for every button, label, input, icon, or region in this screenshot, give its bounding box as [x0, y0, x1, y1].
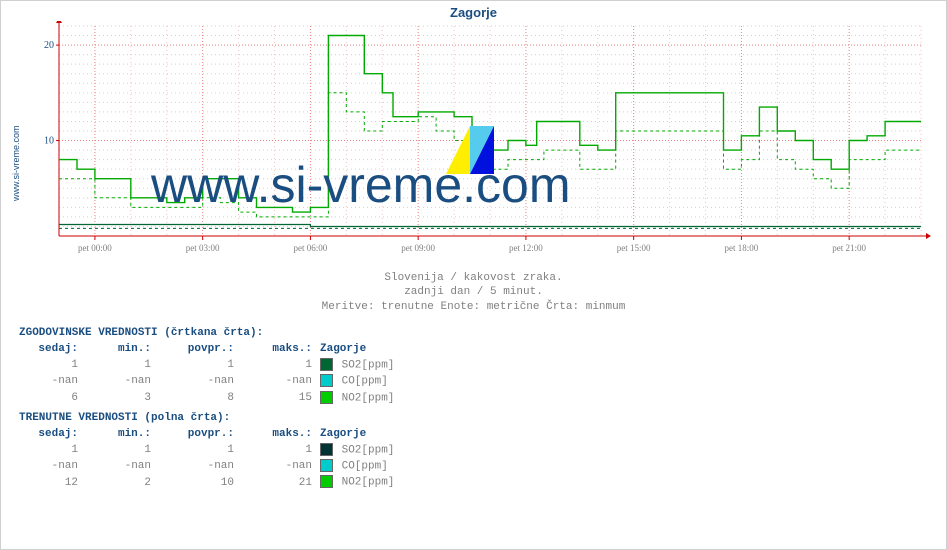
legend-header-row: sedaj: min.: povpr.: maks.: Zagorje — [19, 342, 434, 358]
caption-line3: Meritve: trenutne Enote: metrične Črta: … — [1, 300, 946, 314]
svg-text:pet 21:00: pet 21:00 — [832, 243, 866, 253]
legend-cell: -nan — [82, 374, 155, 390]
svg-text:pet 09:00: pet 09:00 — [401, 243, 435, 253]
col-min: min.: — [82, 342, 155, 358]
legend-cell: 12 — [19, 475, 82, 491]
col-povpr: povpr.: — [155, 427, 238, 443]
chart-title: Zagorje — [1, 5, 946, 20]
legend-row: 1111 SO2[ppm] — [19, 443, 434, 459]
legend-row: -nan-nan-nan-nan CO[ppm] — [19, 459, 434, 475]
legend-cell: -nan — [155, 374, 238, 390]
legend-cell: -nan — [155, 459, 238, 475]
legend-cell: -nan — [82, 459, 155, 475]
legend-cell: 6 — [19, 391, 82, 407]
legend-swatch — [320, 391, 333, 404]
legend-cell: 10 — [155, 475, 238, 491]
legend-cell: 1 — [19, 358, 82, 374]
col-sedaj: sedaj: — [19, 342, 82, 358]
col-name: Zagorje — [316, 342, 434, 358]
legend-cell: -nan — [19, 459, 82, 475]
legend-cell: 8 — [155, 391, 238, 407]
legend-swatch — [320, 374, 333, 387]
chart-container: www.si-vreme.com Zagorje 10 20 pet 00:00 pe… — [0, 0, 947, 550]
legend-row: 1221021 NO2[ppm] — [19, 475, 434, 491]
svg-text:pet 18:00: pet 18:00 — [725, 243, 759, 253]
legend-cell: -nan — [19, 374, 82, 390]
side-label: www.si-vreme.com — [11, 125, 21, 201]
legend-row: -nan-nan-nan-nan CO[ppm] — [19, 374, 434, 390]
legend-name-cell: NO2[ppm] — [316, 391, 434, 407]
legend-cell: 1 — [19, 443, 82, 459]
svg-text:pet 03:00: pet 03:00 — [186, 243, 220, 253]
legend-cell: 1 — [155, 358, 238, 374]
legend-name-cell: CO[ppm] — [316, 374, 434, 390]
col-sedaj: sedaj: — [19, 427, 82, 443]
legend-cell: 15 — [238, 391, 316, 407]
svg-text:pet 06:00: pet 06:00 — [294, 243, 328, 253]
legend-cell: 2 — [82, 475, 155, 491]
svg-text:pet 00:00: pet 00:00 — [78, 243, 112, 253]
legend-name-cell: CO[ppm] — [316, 459, 434, 475]
col-maks: maks.: — [238, 342, 316, 358]
legend-name-cell: SO2[ppm] — [316, 358, 434, 374]
legend-name-cell: SO2[ppm] — [316, 443, 434, 459]
col-maks: maks.: — [238, 427, 316, 443]
chart-caption: Slovenija / kakovost zraka. zadnji dan /… — [1, 271, 946, 314]
legend-block: ZGODOVINSKE VREDNOSTI (črtkana črta): se… — [19, 326, 434, 492]
legend-section2-title: TRENUTNE VREDNOSTI (polna črta): — [19, 411, 434, 427]
legend-cell: 1 — [82, 443, 155, 459]
legend-cell: 1 — [155, 443, 238, 459]
legend-row: 63815 NO2[ppm] — [19, 391, 434, 407]
col-povpr: povpr.: — [155, 342, 238, 358]
legend-cell: 21 — [238, 475, 316, 491]
svg-text:pet 15:00: pet 15:00 — [617, 243, 651, 253]
legend-table-curr: sedaj: min.: povpr.: maks.: Zagorje 1111… — [19, 427, 434, 492]
svg-text:10: 10 — [44, 136, 54, 147]
caption-line1: Slovenija / kakovost zraka. — [1, 271, 946, 285]
svg-text:pet 12:00: pet 12:00 — [509, 243, 543, 253]
caption-line2: zadnji dan / 5 minut. — [1, 285, 946, 299]
legend-swatch — [320, 475, 333, 488]
legend-cell: 3 — [82, 391, 155, 407]
svg-text:20: 20 — [44, 40, 54, 51]
legend-row: 1111 SO2[ppm] — [19, 358, 434, 374]
legend-swatch — [320, 443, 333, 456]
legend-cell: 1 — [238, 443, 316, 459]
legend-table-hist: sedaj: min.: povpr.: maks.: Zagorje 1111… — [19, 342, 434, 407]
legend-swatch — [320, 358, 333, 371]
col-name: Zagorje — [316, 427, 434, 443]
legend-header-row: sedaj: min.: povpr.: maks.: Zagorje — [19, 427, 434, 443]
legend-cell: 1 — [82, 358, 155, 374]
col-min: min.: — [82, 427, 155, 443]
legend-cell: -nan — [238, 459, 316, 475]
legend-swatch — [320, 459, 333, 472]
legend-cell: -nan — [238, 374, 316, 390]
legend-name-cell: NO2[ppm] — [316, 475, 434, 491]
legend-section1-title: ZGODOVINSKE VREDNOSTI (črtkana črta): — [19, 326, 434, 342]
legend-cell: 1 — [238, 358, 316, 374]
watermark-text: www.si-vreme.com — [151, 156, 570, 214]
